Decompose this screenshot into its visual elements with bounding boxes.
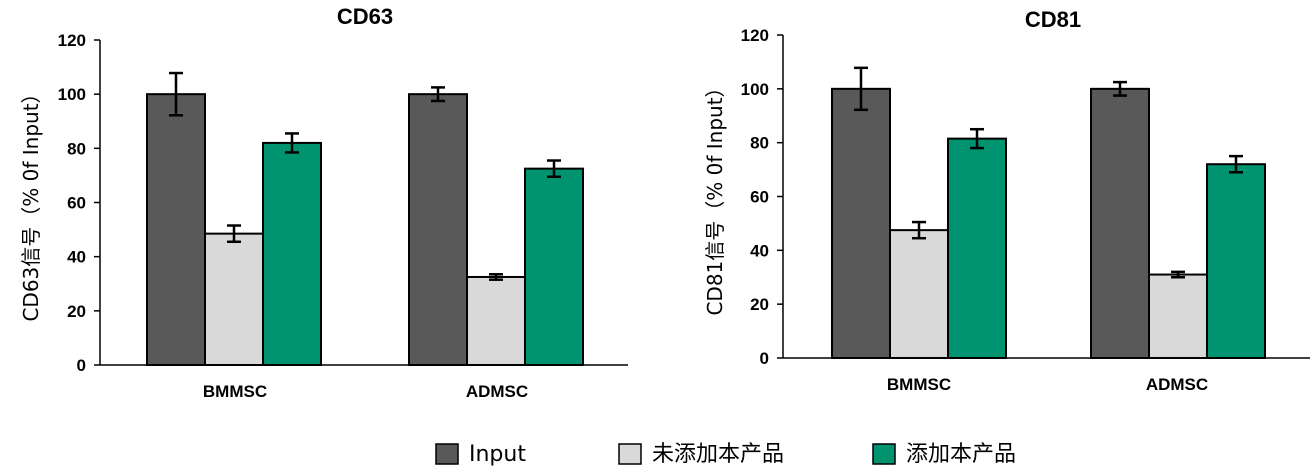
- bar-admsc-2: [524, 167, 584, 366]
- bar-admsc-1: [1148, 273, 1208, 359]
- chart-title: CD81: [1025, 7, 1081, 32]
- legend-label: 未添加本产品: [652, 442, 784, 467]
- y-tick-label: 100: [58, 85, 86, 104]
- bar-admsc-1: [466, 275, 526, 366]
- y-axis-label: CD81信号（% 0f Input）: [703, 77, 727, 315]
- legend-swatch: [618, 443, 642, 465]
- bar-bmmsc-2: [262, 141, 322, 366]
- y-tick-label: 120: [58, 31, 86, 50]
- chart-title: CD63: [337, 4, 393, 29]
- category-label: ADMSC: [466, 382, 528, 401]
- y-tick-label: 0: [77, 356, 86, 375]
- category-label: BMMSC: [203, 382, 267, 401]
- bar-bmmsc-1: [204, 232, 264, 366]
- category-label: ADMSC: [1146, 375, 1208, 394]
- y-tick-label: 60: [750, 188, 769, 207]
- legend: Input 未添加本产品 添加本产品: [435, 442, 1016, 467]
- bar-admsc-2: [1206, 163, 1266, 359]
- bar-admsc-0: [408, 93, 468, 367]
- category-label: BMMSC: [887, 375, 951, 394]
- y-tick-label: 20: [750, 295, 769, 314]
- legend-swatch: [872, 443, 896, 465]
- legend-label: 添加本产品: [906, 442, 1016, 467]
- bar-bmmsc-0: [831, 87, 891, 359]
- y-tick-label: 80: [67, 139, 86, 158]
- y-tick-label: 120: [741, 26, 769, 45]
- bar-bmmsc-2: [947, 137, 1007, 359]
- bar-bmmsc-0: [146, 93, 206, 367]
- chart-panel-cd81: CD81 0 20 40 60 80 100 120 CD81信号（% 0f Input） BMM…: [703, 7, 1310, 394]
- legend-swatch: [435, 443, 459, 465]
- legend-label: Input: [469, 442, 526, 467]
- y-tick-label: 40: [750, 241, 769, 260]
- y-tick-label: 60: [67, 194, 86, 213]
- bar-bmmsc-1: [889, 229, 949, 359]
- y-tick-label: 80: [750, 134, 769, 153]
- y-tick-label: 40: [67, 248, 86, 267]
- y-tick-label: 0: [760, 349, 769, 368]
- y-tick-label: 20: [67, 302, 86, 321]
- y-axis-label: CD63信号（% 0f Input）: [19, 83, 43, 321]
- bar-admsc-0: [1090, 87, 1150, 359]
- y-tick-label: 100: [741, 80, 769, 99]
- chart-panel-cd63: CD63 0 20 40 60 80 100 120 CD63信号（% 0f Input） BMM…: [19, 4, 628, 401]
